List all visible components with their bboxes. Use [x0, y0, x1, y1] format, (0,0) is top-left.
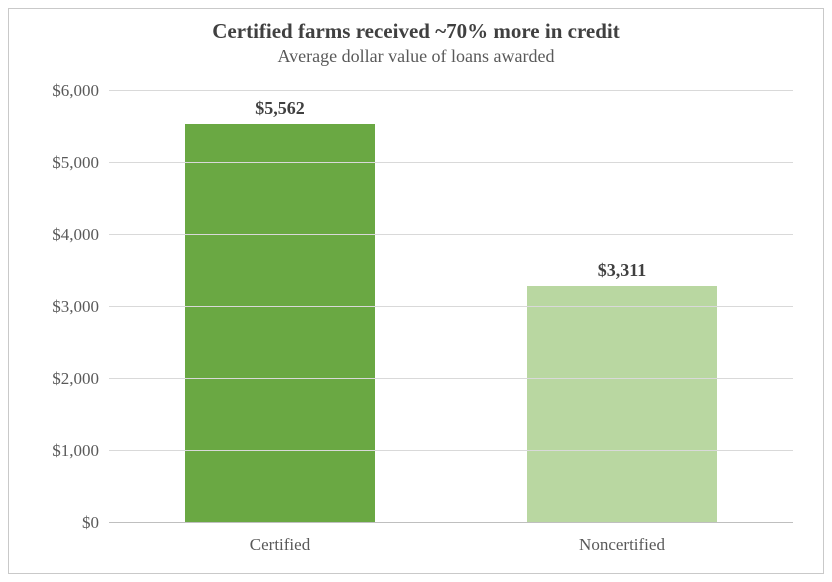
- gridline: $3,000: [109, 306, 793, 307]
- bar: [184, 123, 376, 523]
- chart-frame: Certified farms received ~70% more in cr…: [8, 8, 824, 574]
- gridline: $4,000: [109, 234, 793, 235]
- plot-area: $5,562$3,311 $0$1,000$2,000$3,000$4,000$…: [109, 91, 793, 523]
- gridline: $1,000: [109, 450, 793, 451]
- bar-group: $3,311: [451, 260, 793, 523]
- title-block: Certified farms received ~70% more in cr…: [9, 9, 823, 67]
- bar-value-label: $3,311: [598, 260, 647, 281]
- x-axis-labels: CertifiedNoncertified: [109, 535, 793, 555]
- y-tick-label: $2,000: [52, 369, 109, 389]
- y-tick-label: $5,000: [52, 153, 109, 173]
- y-tick-label: $0: [82, 513, 109, 533]
- y-tick-label: $3,000: [52, 297, 109, 317]
- bar: [526, 285, 718, 523]
- y-tick-label: $1,000: [52, 441, 109, 461]
- gridline: $5,000: [109, 162, 793, 163]
- x-axis-label: Certified: [109, 535, 451, 555]
- bars-layer: $5,562 $3,311: [109, 91, 793, 523]
- x-axis-label: Noncertified: [451, 535, 793, 555]
- gridline: $6,000: [109, 90, 793, 91]
- bar-value-label: $5,562: [255, 98, 305, 119]
- y-tick-label: $6,000: [52, 81, 109, 101]
- chart-subtitle: Average dollar value of loans awarded: [9, 46, 823, 67]
- y-tick-label: $4,000: [52, 225, 109, 245]
- gridline: $0: [109, 522, 793, 523]
- gridline: $2,000: [109, 378, 793, 379]
- chart-title: Certified farms received ~70% more in cr…: [9, 19, 823, 44]
